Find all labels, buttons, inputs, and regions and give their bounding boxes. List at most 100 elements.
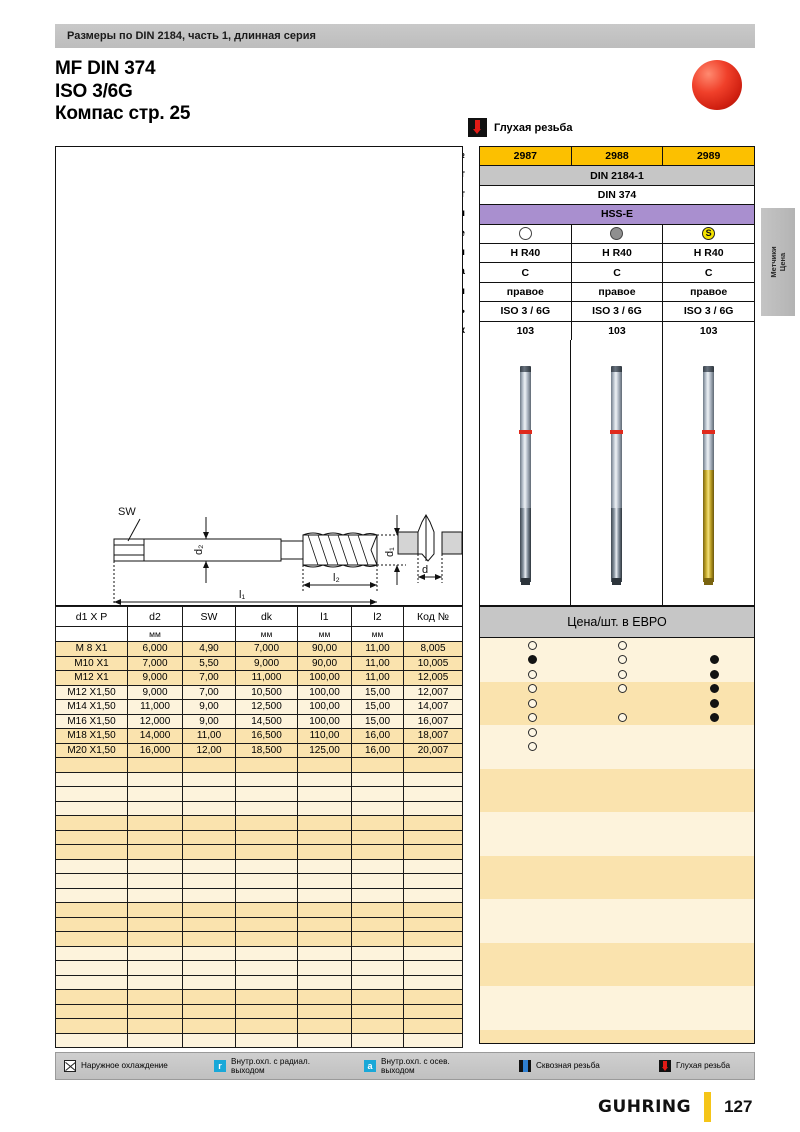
availability-dot-filled[interactable] <box>710 698 719 708</box>
dim-cell: 10,500 <box>235 684 298 700</box>
dim-cell-empty <box>235 902 298 918</box>
availability-dot-open[interactable] <box>528 640 537 650</box>
availability-dot-open[interactable] <box>528 742 537 751</box>
dim-cell-empty <box>55 887 128 903</box>
dim-cell-empty <box>297 1018 352 1034</box>
dim-cell: 18,007 <box>403 728 463 744</box>
dim-cell-empty <box>235 887 298 903</box>
dim-cell-empty <box>55 960 128 976</box>
availability-dot-open[interactable] <box>528 713 537 722</box>
side-tab-taps-price[interactable]: Метчики Цена <box>761 208 795 316</box>
dim-cell-empty <box>235 974 298 990</box>
dim-cell-empty <box>127 757 183 773</box>
table-row[interactable]: M10 X1 7,000 5,50 9,000 90,00 11,00 10,005 <box>55 655 463 671</box>
dim-cell-empty <box>403 974 463 990</box>
table-row[interactable]: M16 X1,50 12,000 9,00 14,500 100,00 15,00 16,0… <box>55 713 463 729</box>
dim-cell-empty <box>127 800 183 816</box>
dim-cell-empty <box>235 786 298 802</box>
spec-row-coating: S <box>479 223 755 244</box>
dim-cell: 100,00 <box>297 684 352 700</box>
dim-cell-empty <box>351 873 404 889</box>
price-availability-row[interactable] <box>480 682 754 697</box>
tolerance-value-1: ISO 3 / 6G <box>479 301 572 322</box>
dim-cell: 7,00 <box>182 684 236 700</box>
availability-dot-open[interactable] <box>528 698 537 708</box>
availability-dot-filled[interactable] <box>710 669 719 679</box>
price-availability-row[interactable] <box>480 740 754 755</box>
availability-dot-open[interactable] <box>618 713 627 722</box>
availability-dot-open[interactable] <box>528 684 537 693</box>
table-row[interactable]: M12 X1,50 9,000 7,00 10,500 100,00 15,00 12,00… <box>55 684 463 700</box>
availability-dot-open[interactable] <box>618 640 627 650</box>
dim-header-code: Код № <box>403 606 463 627</box>
legend-label-1a: Внутр.охл. с радиал. <box>231 1056 310 1066</box>
dim-cell-empty <box>297 974 352 990</box>
dim-cell-empty <box>55 786 128 802</box>
dim-cell: M12 X1 <box>55 670 128 686</box>
banner-text: Размеры по DIN 2184, часть 1, длинная се… <box>67 30 316 42</box>
dim-cell-empty <box>55 902 128 918</box>
dim-cell-empty <box>127 916 183 932</box>
price-row-stripe <box>480 855 754 870</box>
price-row-stripe <box>480 696 754 711</box>
availability-dot-open[interactable] <box>528 727 537 737</box>
article-number-2[interactable]: 2988 <box>570 145 664 167</box>
availability-dot-open[interactable] <box>528 669 537 679</box>
availability-dot-filled[interactable] <box>710 655 719 664</box>
availability-dot-filled[interactable] <box>710 684 719 693</box>
coating-uncoated-icon <box>518 227 532 241</box>
price-availability-row[interactable] <box>480 725 754 740</box>
table-row-empty <box>55 931 463 947</box>
dim-cell-empty <box>297 1032 352 1048</box>
cutting-material-value: HSS-E <box>479 204 755 225</box>
legend-item-internal-cooling-radial: r Внутр.охл. с радиал. выходом <box>214 1057 364 1076</box>
dim-cell: 90,00 <box>297 641 352 657</box>
drawing-label-dk: d <box>422 564 428 576</box>
dim-cell: 14,007 <box>403 699 463 715</box>
table-row[interactable]: M20 X1,50 16,000 12,00 18,500 125,00 16,00 20,… <box>55 742 463 758</box>
dim-cell: M12 X1,50 <box>55 684 128 700</box>
legend-item-internal-cooling-axial: a Внутр.охл. с осев. выходом <box>364 1057 519 1076</box>
availability-dot-open[interactable] <box>618 684 627 693</box>
price-availability-row[interactable] <box>480 667 754 682</box>
dim-cell-empty <box>182 858 236 874</box>
price-availability-row[interactable] <box>480 696 754 711</box>
dim-cell-empty <box>297 815 352 831</box>
dim-unit-2 <box>182 626 236 642</box>
table-row[interactable]: M14 X1,50 11,000 9,00 12,500 100,00 15,00 14,0… <box>55 699 463 715</box>
table-row[interactable]: M18 X1,50 14,000 11,00 16,500 110,00 16,00 18,… <box>55 728 463 744</box>
dim-cell-empty <box>235 916 298 932</box>
dim-cell-empty <box>182 916 236 932</box>
dim-cell: 9,00 <box>182 699 236 715</box>
dim-cell: 11,00 <box>351 655 404 671</box>
dim-cell-empty <box>235 800 298 816</box>
table-row[interactable]: M 8 X1 6,000 4,90 7,000 90,00 11,00 8,005 <box>55 641 463 657</box>
price-availability-row[interactable] <box>480 638 754 653</box>
dim-cell-empty <box>127 989 183 1005</box>
price-availability-row[interactable] <box>480 653 754 668</box>
price-availability-row[interactable] <box>480 711 754 726</box>
availability-dot-filled[interactable] <box>710 713 719 722</box>
dim-cell-empty <box>182 1032 236 1048</box>
dim-cell-empty <box>297 800 352 816</box>
dim-cell-empty <box>351 974 404 990</box>
coating-cell-1 <box>479 223 572 244</box>
tolerance-value-3: ISO 3 / 6G <box>662 301 755 322</box>
dim-cell: 14,500 <box>235 713 298 729</box>
availability-dot-filled[interactable] <box>528 655 537 664</box>
dim-header-sw: SW <box>182 606 236 627</box>
dim-cell-empty <box>182 974 236 990</box>
article-number-1[interactable]: 2987 <box>479 145 572 167</box>
dim-cell-empty <box>182 960 236 976</box>
drawing-label-d1: d₁ <box>384 547 396 557</box>
table-row-empty <box>55 974 463 990</box>
price-row-stripe <box>480 971 754 986</box>
table-row[interactable]: M12 X1 9,000 7,00 11,000 100,00 11,00 12,005 <box>55 670 463 686</box>
article-number-3[interactable]: 2989 <box>662 145 755 167</box>
dim-cell-empty <box>403 1018 463 1034</box>
availability-dot-open[interactable] <box>618 655 627 664</box>
availability-dot-open[interactable] <box>618 669 627 679</box>
discount-group-value-3: 103 <box>662 320 755 341</box>
material-group-sphere-icon <box>692 60 742 110</box>
dim-cell-empty <box>403 916 463 932</box>
